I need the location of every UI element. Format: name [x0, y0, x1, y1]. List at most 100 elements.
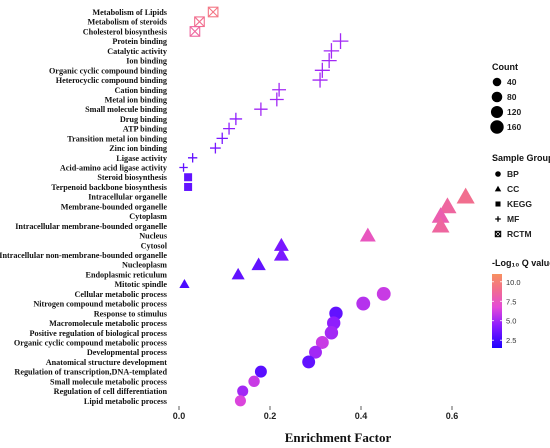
category-label-mitotic-spindle: Mitotic spindle [114, 280, 167, 289]
group-legend-square-icon [495, 201, 501, 207]
color-tick-label: 10.0 [506, 278, 521, 287]
category-label-developmental-process: Developmental process [87, 348, 167, 357]
sample-group-legend-title: Sample Group [492, 153, 550, 163]
data-point-ligase-activity [187, 153, 198, 163]
data-point-regulation-of-cell-differentiation [237, 385, 249, 397]
data-point-endoplasmic-reticulum [231, 267, 245, 280]
data-point-organic-cyclic-compound-metabolic-process [315, 336, 329, 349]
count-legend-label: 80 [507, 92, 517, 102]
category-label-organic-cyclic-compound-metabolic-process: Organic cyclic compound metabolic proces… [14, 338, 167, 347]
data-point-anatomical-structure-development [302, 355, 316, 369]
category-label-nucleus: Nucleus [139, 232, 167, 241]
data-point-cholesterol-biosynthesis [189, 26, 201, 37]
data-point-nucleus [359, 227, 376, 242]
count-legend-symbol [490, 120, 504, 134]
q-value-colorbar-legend: -Log₁₀ Q value 10.0 7.5 5.0 2.5 [492, 258, 550, 348]
data-point-metabolism-of-steroids [194, 16, 205, 28]
data-point-metabolism-of-lipids [207, 6, 219, 18]
data-point-drug-binding [229, 112, 243, 126]
category-label-cation-binding: Cation binding [114, 86, 167, 95]
category-label-intracellular-membrane-bounded-organelle: Intracellular membrane-bounded organelle [15, 222, 167, 231]
category-label-cellular-metabolic-process: Cellular metabolic process [75, 290, 167, 299]
data-point-organic-cyclic-compound-binding [314, 62, 330, 78]
category-label-metabolism-of-lipids: Metabolism of Lipids [92, 8, 167, 17]
category-label-metabolism-of-steroids: Metabolism of steroids [88, 18, 167, 27]
category-label-terpenoid-backbone-biosynthesis: Terpenoid backbone biosynthesis [51, 183, 167, 192]
category-label-ligase-activity: Ligase activity [116, 154, 168, 163]
color-legend-title: -Log₁₀ Q value [492, 258, 550, 268]
category-label-small-molecule-metabolic-process: Small molecule metabolic process [50, 377, 167, 386]
sample-group-legend: Sample Group BP CC KEGG MF RCTM [492, 153, 550, 239]
category-label-membrane-bounded-organelle: Membrane-bounded organelle [61, 202, 168, 211]
data-point-intracellular-membrane-bounded-organelle [431, 216, 450, 233]
data-point-mitotic-spindle [179, 279, 190, 288]
group-legend-label: BP [507, 169, 519, 179]
category-label-anatomical-structure-development: Anatomical structure development [46, 358, 168, 367]
data-point-small-molecule-binding [254, 102, 268, 116]
color-tick-label: 7.5 [506, 297, 516, 306]
data-point-acid-amino-acid-ligase-activity [179, 163, 188, 172]
group-legend-label: CC [507, 184, 519, 194]
category-label-intracellular-non-membrane-bounded-organelle: Intracellular non-membrane-bounded organ… [0, 251, 167, 260]
category-label-regulation-of-cell-differentiation: Regulation of cell differentiation [54, 387, 168, 396]
data-point-cytoplasm [431, 207, 450, 223]
data-point-atp-binding [223, 122, 236, 135]
plot-area [179, 6, 475, 407]
data-point-nitrogen-compound-metabolic-process [356, 296, 371, 311]
category-label-cytoplasm: Cytoplasm [129, 212, 167, 221]
category-label-heterocyclic-compound-binding: Heterocyclic compound binding [56, 76, 168, 85]
category-label-cholesterol-biosynthesis: Cholesterol biosynthesis [83, 27, 167, 36]
x-tick-label: 0.4 [355, 411, 368, 421]
category-label-metal-ion-binding: Metal ion binding [105, 95, 168, 104]
category-label-positive-regulation-of-biological-process: Positive regulation of biological proces… [29, 329, 167, 338]
data-point-protein-binding [332, 33, 349, 50]
data-point-terpenoid-backbone-biosynthesis [184, 182, 193, 191]
data-point-cellular-metabolic-process [376, 286, 391, 301]
data-point-lipid-metabolic-process [234, 395, 246, 407]
category-label-steroid-biosynthesis: Steroid biosynthesis [97, 173, 167, 182]
x-axis: 0.0 0.2 0.4 0.6 [173, 406, 459, 421]
category-label-atp-binding: ATP binding [123, 125, 168, 134]
data-point-ion-binding [321, 53, 337, 69]
data-point-intracellular-organelle [456, 187, 475, 204]
group-legend-label: RCTM [507, 229, 532, 239]
x-tick-label: 0.6 [446, 411, 459, 421]
category-label-catalytic-activity: Catalytic activity [107, 47, 168, 56]
category-label-transition-metal-ion-binding: Transition metal ion binding [67, 134, 168, 143]
group-legend-square-cross-icon [494, 230, 502, 238]
category-label-cytosol: Cytosol [141, 241, 168, 250]
group-legend-circle-icon [495, 171, 501, 177]
count-legend-label: 40 [507, 77, 517, 87]
data-point-nucleoplasm [251, 257, 266, 271]
group-legend-label: KEGG [507, 199, 532, 209]
count-legend-symbol [491, 91, 503, 103]
count-legend-symbol [492, 77, 502, 87]
data-point-small-molecule-metabolic-process [248, 375, 260, 388]
color-bar [492, 274, 502, 348]
color-tick-label: 5.0 [506, 317, 516, 326]
category-label-response-to-stimulus: Response to stimulus [94, 309, 167, 318]
category-label-protein-binding: Protein binding [112, 37, 168, 46]
data-point-cytosol [273, 237, 289, 251]
group-legend-label: MF [507, 214, 519, 224]
data-point-positive-regulation-of-biological-process [324, 326, 339, 340]
count-legend-label: 160 [507, 122, 521, 132]
group-legend-triangle-icon [494, 185, 502, 192]
x-axis-title: Enrichment Factor [285, 430, 392, 445]
data-point-heterocyclic-compound-binding [312, 72, 328, 88]
color-tick-label: 2.5 [506, 336, 516, 345]
data-point-zinc-ion-binding [210, 142, 221, 154]
x-tick-label: 0.2 [264, 411, 277, 421]
category-label-macromolecule-metabolic-process: Macromolecule metabolic process [49, 319, 167, 328]
category-label-nitrogen-compound-metabolic-process: Nitrogen compound metabolic process [33, 300, 167, 309]
count-legend-title: Count [492, 62, 518, 72]
category-label-lipid-metabolic-process: Lipid metabolic process [84, 397, 167, 406]
category-label-intracellular-organelle: Intracellular organelle [88, 193, 167, 202]
data-point-metal-ion-binding [269, 92, 284, 107]
category-label-acid-amino-acid-ligase-activity: Acid-amino acid ligase activity [60, 164, 168, 173]
category-label-zinc-ion-binding: Zinc ion binding [109, 144, 168, 153]
category-label-ion-binding: Ion binding [126, 57, 168, 66]
data-point-developmental-process [309, 345, 322, 359]
